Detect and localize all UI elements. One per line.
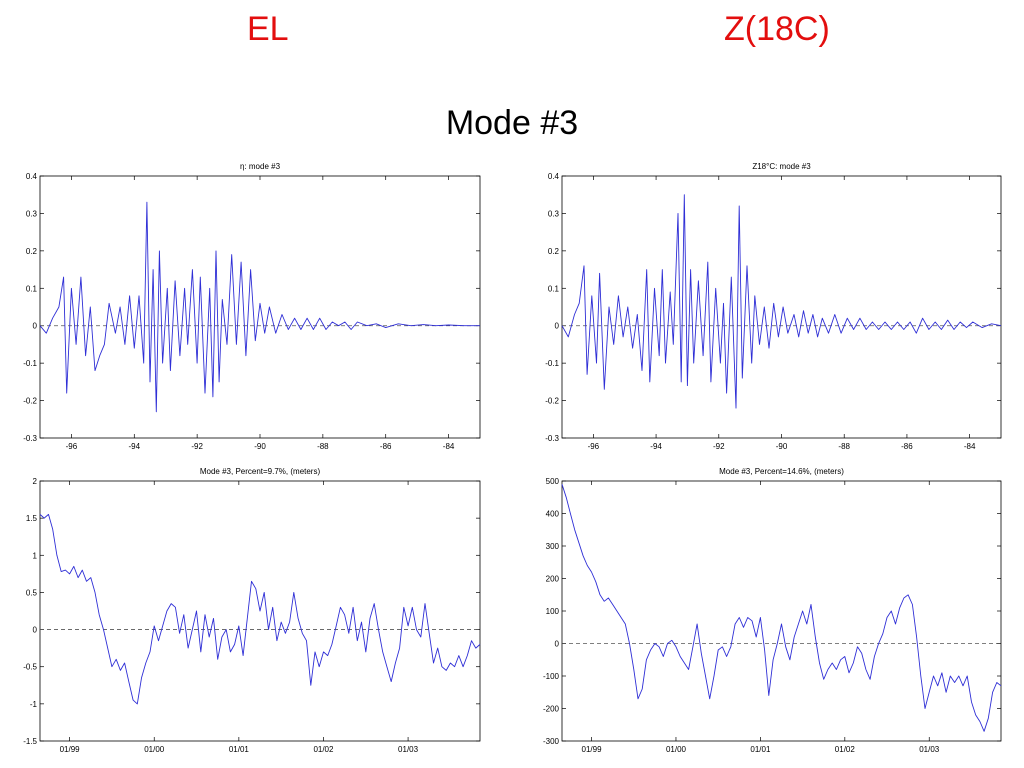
chart-0-ytick-label-1: -0.2	[23, 397, 37, 406]
panel-label-el: EL	[247, 10, 289, 48]
chart-3-xtick-label-2: 01/01	[750, 745, 771, 754]
chart-0-xtick-label-1: -94	[129, 442, 141, 451]
chart-2-title: Mode #3, Percent=9.7%, (meters)	[200, 467, 321, 476]
chart-1-title: Z18°C: mode #3	[752, 162, 811, 171]
chart-0-xtick-label-3: -90	[254, 442, 266, 451]
chart-0-xtick-label-5: -86	[380, 442, 392, 451]
chart-3-ytick-label-0: -300	[543, 737, 560, 746]
chart-3-ytick-label-5: 200	[546, 575, 560, 584]
chart-3-xtick-label-1: 01/00	[666, 745, 687, 754]
chart-3-xtick-label-3: 01/02	[835, 745, 856, 754]
chart-0-series-line-0	[39, 201, 480, 413]
chart-3-ytick-label-1: -200	[543, 705, 560, 714]
chart-2-ytick-label-1: -1	[30, 700, 38, 709]
chart-2-ytick-label-0: -1.5	[23, 737, 37, 746]
chart-3-series-line-0	[561, 484, 1002, 732]
chart-2-ytick-label-3: 0	[33, 626, 38, 635]
chart-3-ytick-label-7: 400	[546, 510, 560, 519]
chart-1-xtick-label-2: -92	[713, 442, 725, 451]
chart-1-xtick-label-6: -84	[964, 442, 976, 451]
chart-3-xtick-label-4: 01/03	[919, 745, 940, 754]
chart-1-ytick-label-5: 0.2	[548, 247, 560, 256]
chart-2-ytick-label-7: 2	[33, 477, 38, 486]
chart-2-xtick-label-3: 01/02	[313, 745, 334, 754]
chart-0-ytick-label-6: 0.3	[26, 209, 38, 218]
chart-1-xtick-label-4: -88	[838, 442, 850, 451]
chart-2-xtick-label-2: 01/01	[229, 745, 250, 754]
chart-2-frame	[39, 480, 481, 742]
chart-3-ytick-label-4: 100	[546, 607, 560, 616]
chart-2-ytick-label-5: 1	[33, 551, 38, 560]
chart-0-ytick-label-4: 0.1	[26, 284, 38, 293]
chart-0-xtick-label-2: -92	[191, 442, 203, 451]
chart-1-xtick-label-5: -86	[901, 442, 913, 451]
chart-0-ytick-label-2: -0.1	[23, 359, 37, 368]
chart-1-ytick-label-6: 0.3	[548, 209, 560, 218]
chart-1-xtick-label-1: -94	[650, 442, 662, 451]
chart-3-title: Mode #3, Percent=14.6%, (meters)	[719, 467, 844, 476]
chart-3-ytick-label-8: 500	[546, 477, 560, 486]
chart-3-frame	[561, 480, 1002, 742]
chart-3-ytick-label-2: -100	[543, 672, 560, 681]
chart-1-ytick-label-2: -0.1	[545, 359, 559, 368]
chart-0-xtick-label-4: -88	[317, 442, 329, 451]
chart-2-ytick-label-6: 1.5	[26, 514, 38, 523]
chart-1-series-line-0	[561, 194, 1002, 409]
chart-3-xtick-label-0: 01/99	[582, 745, 603, 754]
chart-1-ytick-label-3: 0	[555, 322, 560, 331]
chart-0-ytick-label-5: 0.2	[26, 247, 38, 256]
chart-0-title: η: mode #3	[240, 162, 281, 171]
chart-0-xtick-label-0: -96	[66, 442, 78, 451]
chart-0-ytick-label-3: 0	[33, 322, 38, 331]
chart-1-xtick-label-3: -90	[776, 442, 788, 451]
chart-0-ytick-label-7: 0.4	[26, 172, 38, 181]
chart-3-ytick-label-3: 0	[555, 640, 560, 649]
chart-1-ytick-label-7: 0.4	[548, 172, 560, 181]
chart-1-xtick-label-0: -96	[588, 442, 600, 451]
chart-3-ytick-label-6: 300	[546, 542, 560, 551]
chart-2-xtick-label-1: 01/00	[144, 745, 165, 754]
chart-2-xtick-label-4: 01/03	[398, 745, 419, 754]
chart-1-ytick-label-4: 0.1	[548, 284, 560, 293]
chart-1-ytick-label-1: -0.2	[545, 397, 559, 406]
chart-2-ytick-label-2: -0.5	[23, 663, 37, 672]
chart-0-ytick-label-0: -0.3	[23, 434, 37, 443]
chart-1-ytick-label-0: -0.3	[545, 434, 559, 443]
panel-label-z18c: Z(18C)	[724, 10, 830, 48]
chart-2-series-line-0	[39, 513, 481, 705]
slide-title: Mode #3	[445, 104, 579, 142]
chart-0-xtick-label-6: -84	[443, 442, 455, 451]
chart-2-xtick-label-0: 01/99	[60, 745, 81, 754]
chart-2-ytick-label-4: 0.5	[26, 588, 38, 597]
